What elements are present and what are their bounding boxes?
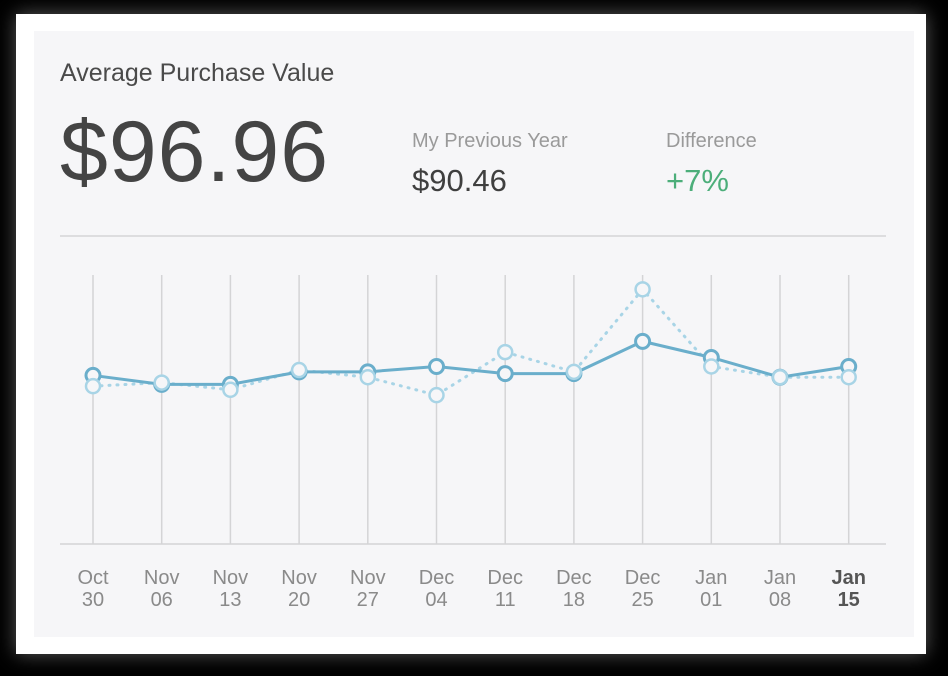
x-tick-label: Nov 13 xyxy=(213,567,249,611)
current-value: $96.96 xyxy=(60,104,330,200)
previous-series-point xyxy=(359,368,377,386)
x-tick-label: Nov 20 xyxy=(281,567,317,611)
purchase-value-line-chart: Oct 30 Nov 06 Nov 13 Nov 20 Nov 27 Dec 04 Dec 11 Dec 18… xyxy=(60,275,886,611)
previous-series-point xyxy=(153,374,170,391)
previous-series-point xyxy=(840,368,857,386)
previous-series-point xyxy=(565,363,583,381)
previous-series-line xyxy=(91,287,851,397)
header-divider xyxy=(60,235,886,237)
previous-year-value: $90.46 xyxy=(412,163,507,198)
previous-year-label: My Previous Year xyxy=(412,130,568,152)
difference-stat: Difference +7% xyxy=(666,130,757,199)
previous-series-point xyxy=(84,377,102,395)
x-tick-label: Jan 08 xyxy=(764,567,796,611)
x-tick-label: Jan 01 xyxy=(695,567,727,611)
previous-series-point xyxy=(428,386,445,404)
card-title: Average Purchase Value xyxy=(60,59,335,87)
difference-label: Difference xyxy=(666,130,757,152)
x-tick-label: Dec 18 xyxy=(556,567,592,611)
previous-series-point xyxy=(634,281,651,298)
x-tick-label: Dec 04 xyxy=(419,567,455,611)
x-tick-label: Oct 30 xyxy=(77,567,109,611)
difference-value: +7% xyxy=(666,163,729,198)
current-series-point xyxy=(428,357,445,375)
x-tick-label: Dec 25 xyxy=(625,567,661,611)
previous-series-point xyxy=(703,358,720,375)
previous-series-point xyxy=(771,368,789,386)
current-series-point xyxy=(496,365,514,383)
x-tick-label: Dec 11 xyxy=(487,567,523,611)
previous-year-stat: My Previous Year $90.46 xyxy=(412,130,568,199)
current-series-point xyxy=(634,332,652,350)
current-series-line xyxy=(92,339,849,386)
average-purchase-value-card: Average Purchase Value $96.96 My Previou… xyxy=(34,31,914,637)
x-tick-label: Nov 27 xyxy=(350,567,386,611)
previous-series-point xyxy=(496,343,514,361)
previous-series-point xyxy=(290,361,308,379)
x-tick-label: Nov 06 xyxy=(144,567,180,611)
previous-series-point xyxy=(222,381,239,399)
x-tick-label: Jan 15 xyxy=(831,567,865,611)
